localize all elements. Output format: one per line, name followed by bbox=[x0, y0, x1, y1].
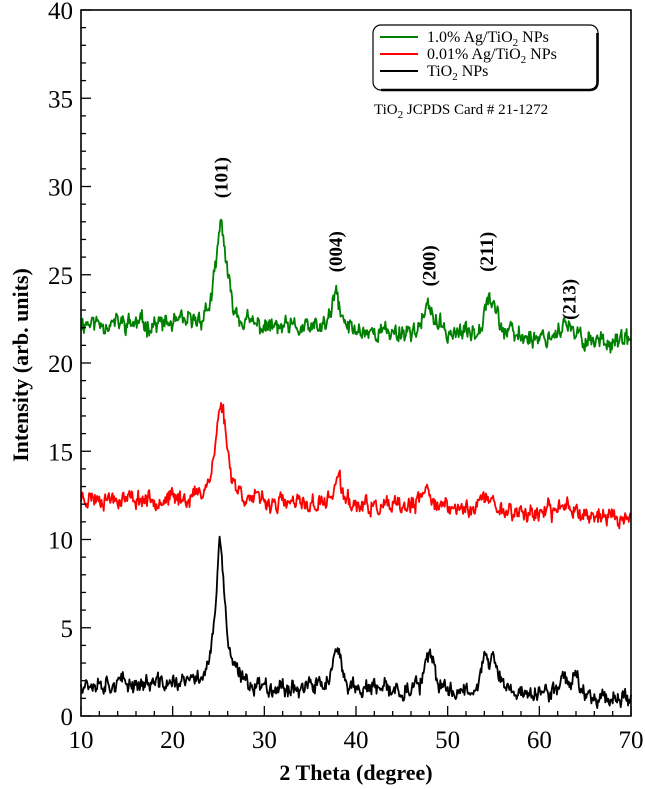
y-tick-labels: 0 5 10 15 20 25 30 35 40 bbox=[48, 0, 73, 731]
y-tick-label: 10 bbox=[48, 528, 73, 555]
trace-tio2-nps bbox=[80, 535, 632, 709]
trace-1-0-ag-tio2-nps bbox=[80, 218, 632, 354]
peak-labels: (101) (004) (200) (211) (213) bbox=[211, 157, 580, 320]
x-tick-labels: 10 20 30 40 50 60 70 bbox=[69, 727, 644, 754]
x-tick-label: 10 bbox=[69, 727, 94, 754]
y-tick-label: 15 bbox=[48, 439, 73, 466]
x-tick-label: 70 bbox=[619, 727, 644, 754]
plot-frame bbox=[80, 9, 632, 717]
xrd-traces bbox=[80, 218, 632, 709]
legend-label: TiO2 NPs bbox=[427, 63, 488, 83]
y-axis-title: Intensity (arb. units) bbox=[8, 268, 33, 462]
x-tick-label: 20 bbox=[160, 727, 185, 754]
y-tick-label: 40 bbox=[48, 0, 73, 25]
y-tick-label: 0 bbox=[61, 704, 74, 731]
jcpds-annotation: TiO2 JCPDS Card # 21-1272 bbox=[374, 102, 548, 121]
y-tick-label: 30 bbox=[48, 175, 73, 202]
peak-label: (004) bbox=[326, 231, 347, 272]
x-tick-label: 50 bbox=[435, 727, 460, 754]
x-axis-title: 2 Theta (degree) bbox=[279, 760, 432, 785]
legend-label: 0.01% Ag/TiO2 NPs bbox=[427, 46, 557, 66]
legend-shadow bbox=[381, 33, 599, 92]
y-tick-label: 35 bbox=[48, 86, 73, 113]
trace-0-01-ag-tio2-nps bbox=[80, 402, 632, 530]
peak-label: (101) bbox=[211, 157, 232, 198]
y-tick-label: 20 bbox=[48, 351, 73, 378]
x-tick-label: 60 bbox=[527, 727, 552, 754]
peak-label: (213) bbox=[560, 279, 581, 320]
axis-ticks bbox=[80, 9, 632, 717]
legend-label: 1.0% Ag/TiO2 NPs bbox=[427, 29, 549, 49]
x-tick-label: 30 bbox=[252, 727, 277, 754]
peak-label: (211) bbox=[477, 232, 498, 272]
x-tick-label: 40 bbox=[344, 727, 369, 754]
peak-label: (200) bbox=[419, 245, 440, 286]
y-tick-label: 5 bbox=[61, 616, 74, 643]
y-tick-label: 25 bbox=[48, 263, 73, 290]
